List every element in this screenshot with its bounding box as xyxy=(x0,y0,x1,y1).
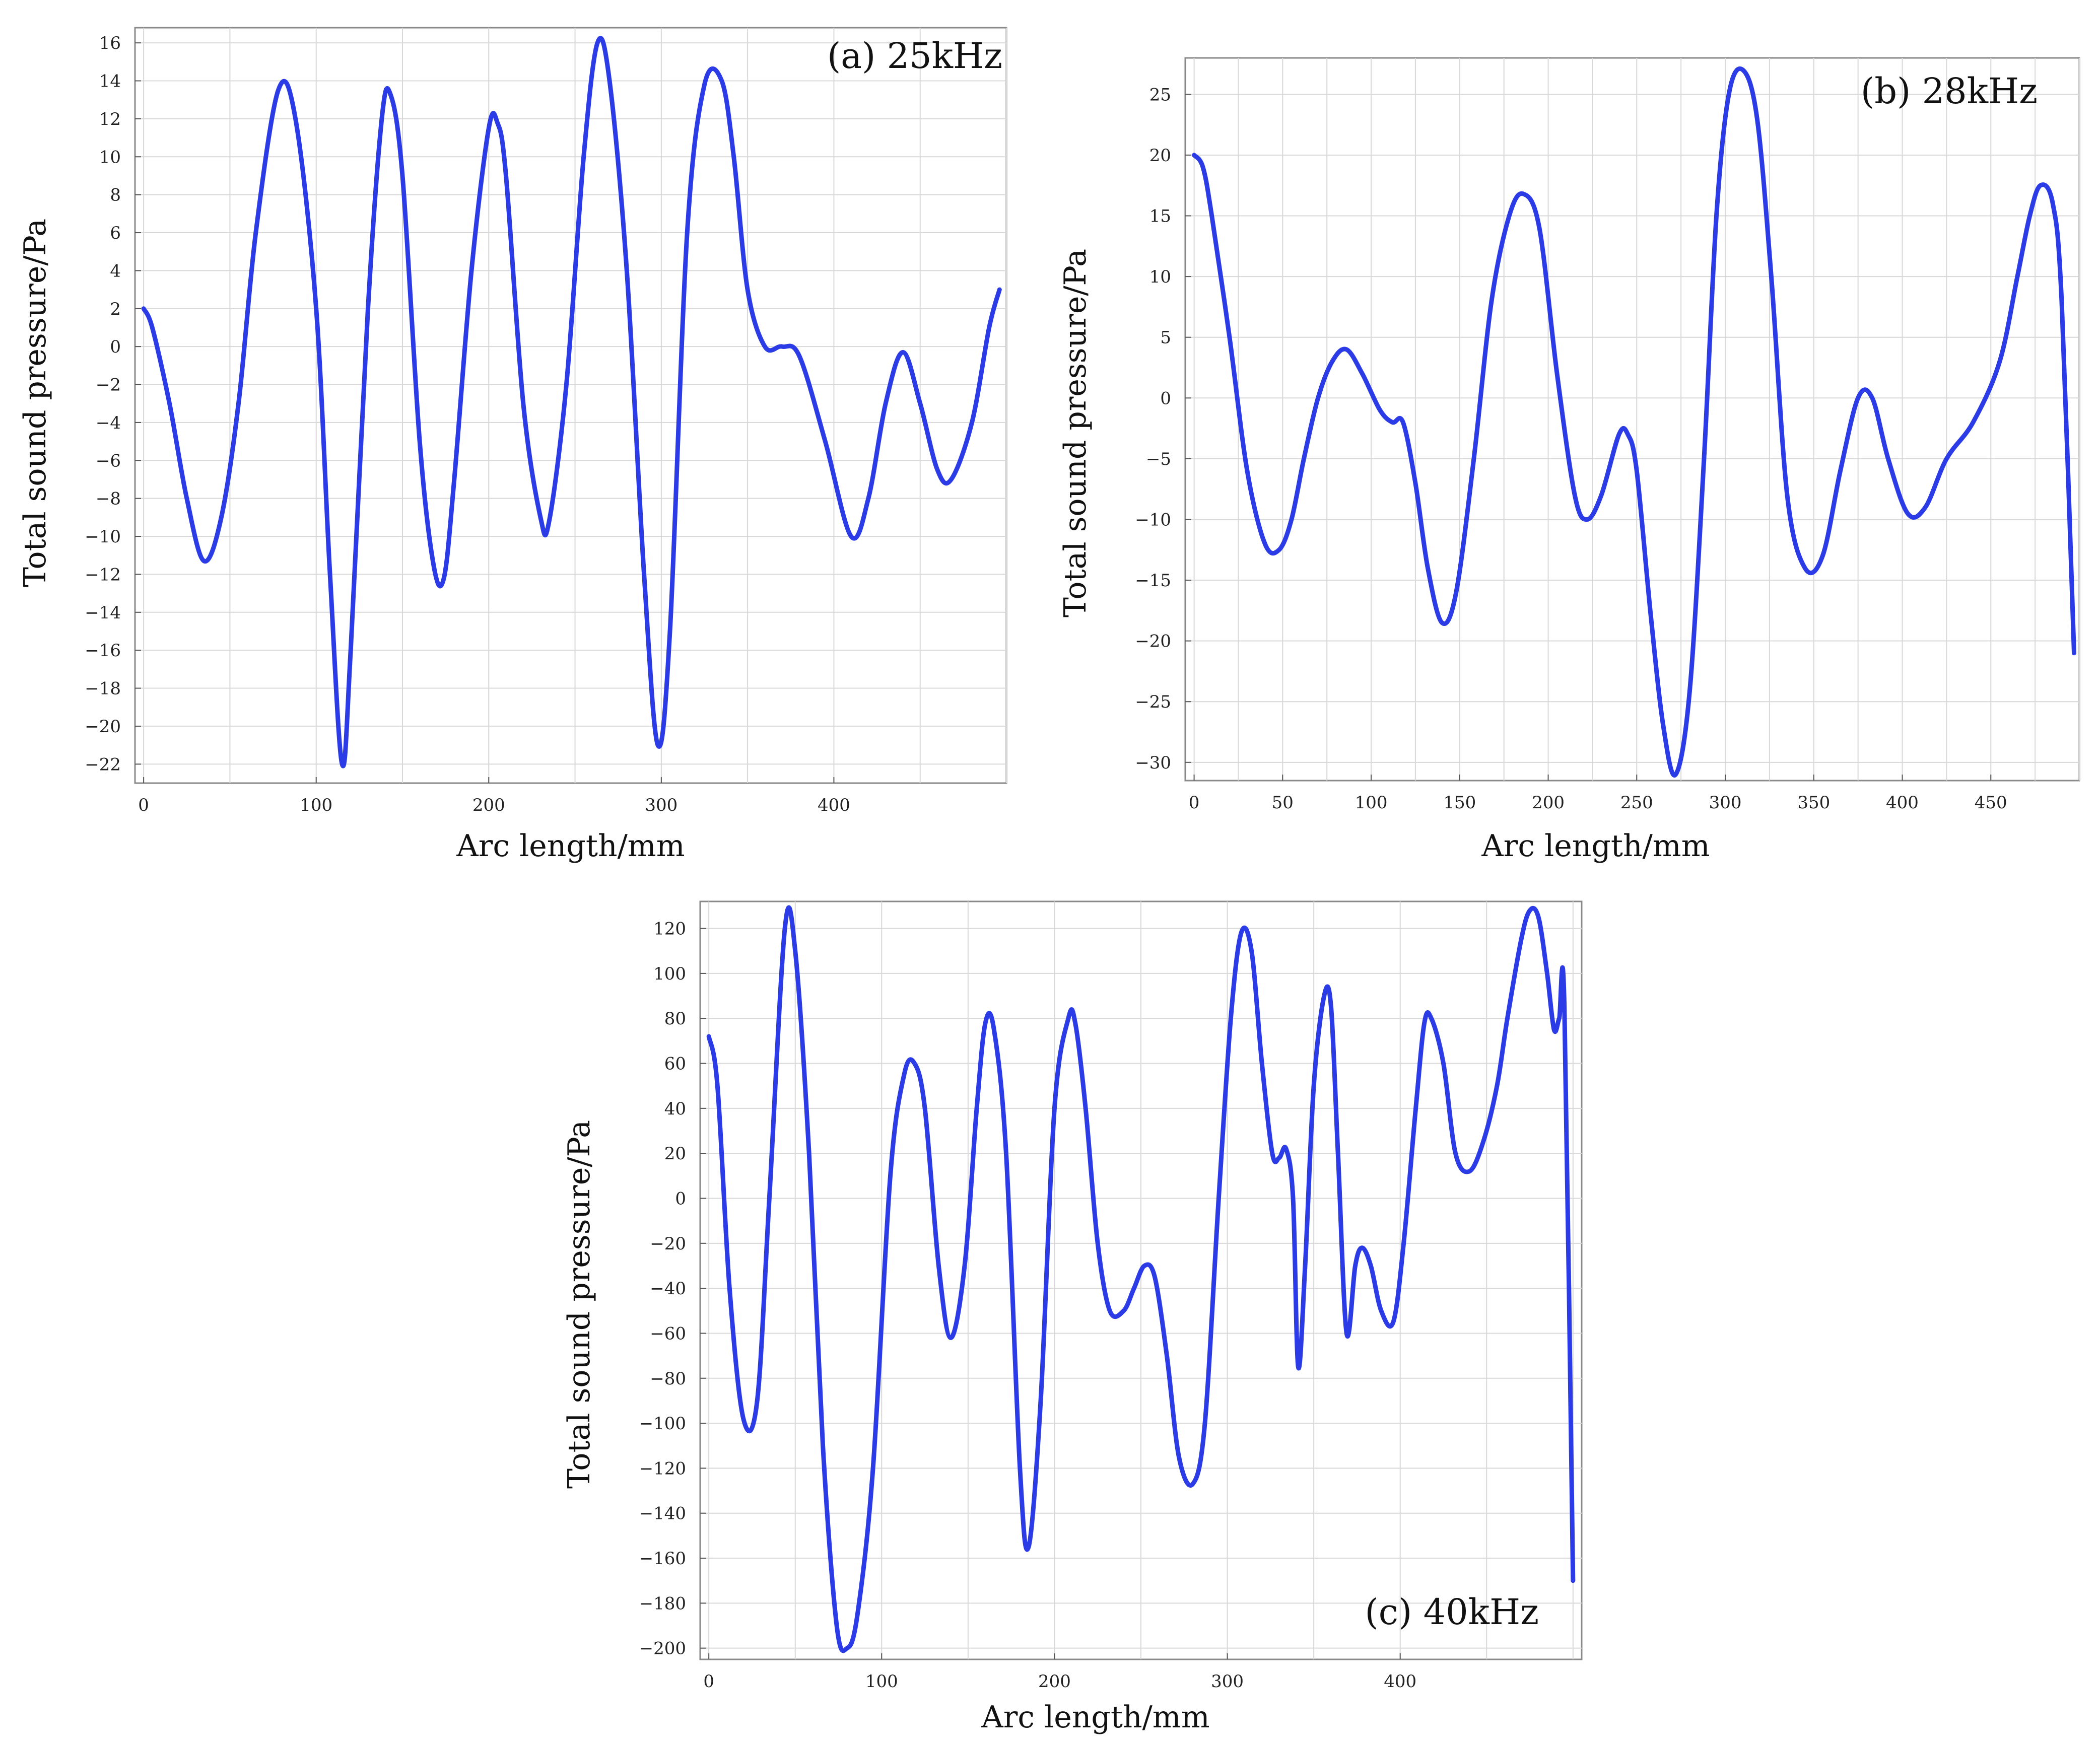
y-tick-label: −20 xyxy=(1135,632,1171,652)
series-line xyxy=(1192,66,2076,778)
y-tick-label: 10 xyxy=(99,147,121,167)
y-axis-label: Total sound pressure/Pa xyxy=(1058,249,1093,617)
x-ticks: 0 100 200 300 400 xyxy=(703,1653,1416,1692)
x-ticks: 0 100 200 300 400 xyxy=(138,777,850,815)
x-axis-label: Arc length/mm xyxy=(1481,828,1710,864)
x-tick-label: 300 xyxy=(1211,1671,1244,1692)
y-tick-label: −25 xyxy=(1135,692,1171,712)
y-tick-label: 10 xyxy=(1149,267,1171,287)
y-tick-label: −18 xyxy=(85,679,121,699)
y-tick-label: 100 xyxy=(653,964,686,984)
grid xyxy=(1185,58,2080,781)
plot-area xyxy=(134,27,1007,784)
x-axis-label: Arc length/mm xyxy=(981,1700,1209,1735)
y-tick-label: 8 xyxy=(110,185,121,205)
y-tick-label: −5 xyxy=(1146,449,1171,469)
x-tick-label: 400 xyxy=(1384,1671,1416,1692)
y-axis-label: Total sound pressure/Pa xyxy=(562,1120,597,1489)
y-tick-label: 0 xyxy=(1160,388,1171,408)
x-tick-label: 300 xyxy=(645,795,678,815)
y-tick-label: −60 xyxy=(650,1323,686,1344)
x-tick-label: 100 xyxy=(1355,793,1388,813)
x-tick-label: 100 xyxy=(300,795,332,815)
x-tick-label: 400 xyxy=(1886,793,1919,813)
y-tick-label: −40 xyxy=(650,1279,686,1299)
x-tick-label: 0 xyxy=(1189,793,1200,813)
y-tick-label: −80 xyxy=(650,1369,686,1389)
x-tick-label: 350 xyxy=(1797,793,1830,813)
x-tick-label: 200 xyxy=(1038,1671,1071,1692)
y-tick-label: 15 xyxy=(1149,206,1171,227)
x-tick-label: 200 xyxy=(1532,793,1565,813)
series-line xyxy=(141,36,1002,769)
y-tick-label: 60 xyxy=(664,1054,686,1074)
y-tick-label: 12 xyxy=(99,109,121,129)
x-tick-label: 150 xyxy=(1443,793,1476,813)
x-tick-label: 400 xyxy=(818,795,850,815)
y-tick-label: 6 xyxy=(110,223,121,243)
y-tick-label: 20 xyxy=(664,1144,686,1164)
y-tick-label: −14 xyxy=(85,603,121,623)
y-tick-label: 80 xyxy=(664,1009,686,1029)
y-tick-label: −20 xyxy=(85,717,121,737)
panel-label: (a) 25kHz xyxy=(827,35,1002,77)
y-tick-label: −20 xyxy=(650,1234,686,1254)
y-axis-label: Total sound pressure/Pa xyxy=(18,219,53,587)
y-tick-label: −6 xyxy=(96,451,121,471)
panel-label: (b) 28kHz xyxy=(1861,71,2038,112)
y-tick-label: −12 xyxy=(85,565,121,585)
x-tick-label: 0 xyxy=(703,1671,714,1692)
y-tick-label: −140 xyxy=(639,1504,686,1524)
x-tick-label: 450 xyxy=(1975,793,2007,813)
y-tick-label: 40 xyxy=(664,1099,686,1119)
y-tick-label: 25 xyxy=(1149,85,1171,105)
y-tick-label: −200 xyxy=(639,1639,686,1659)
x-ticks: 0 50 100 150 200 250 300 350 400 450 xyxy=(1189,775,2007,813)
x-tick-label: 250 xyxy=(1620,793,1653,813)
x-axis-label: Arc length/mm xyxy=(456,828,685,864)
y-tick-label: −30 xyxy=(1135,753,1171,773)
x-tick-label: 50 xyxy=(1272,793,1294,813)
panel-label: (c) 40kHz xyxy=(1365,1591,1539,1633)
y-tick-label: 4 xyxy=(110,261,121,281)
x-tick-label: 300 xyxy=(1709,793,1742,813)
y-ticks: 16 14 12 10 8 6 4 2 0 −2 −4 −6 −8 −10 −12 −14 −16 −18 −20 −… xyxy=(85,33,141,775)
y-tick-label: 0 xyxy=(110,337,121,357)
y-tick-label: −180 xyxy=(639,1593,686,1614)
y-tick-label: −4 xyxy=(96,413,121,433)
y-ticks: 120 100 80 60 40 20 0 −20 −40 −60 −80 −100 −120 −140 −… xyxy=(639,919,706,1659)
y-tick-label: −120 xyxy=(639,1458,686,1479)
grid xyxy=(700,901,1582,1659)
y-tick-label: 14 xyxy=(99,72,121,92)
y-tick-label: −160 xyxy=(639,1549,686,1569)
chart-panel-c: 120100806040200−20−40−60−80−100−120−140−… xyxy=(562,900,1583,1735)
y-tick-label: 16 xyxy=(99,33,121,53)
plot-area xyxy=(1184,57,2080,782)
y-tick-label: −10 xyxy=(85,527,121,547)
y-tick-label: 20 xyxy=(1149,146,1171,166)
grid xyxy=(135,28,1007,783)
y-ticks: 25 20 15 10 5 0 −5 −10 −15 −20 −25 −30 xyxy=(1135,85,1191,773)
y-tick-label: 120 xyxy=(653,919,686,939)
y-tick-label: 0 xyxy=(675,1189,686,1209)
y-tick-label: −100 xyxy=(639,1414,686,1434)
x-tick-label: 100 xyxy=(865,1671,898,1692)
y-tick-label: −2 xyxy=(96,375,121,395)
y-tick-label: −8 xyxy=(96,489,121,509)
y-tick-label: 2 xyxy=(110,299,121,319)
series-line xyxy=(706,905,1576,1653)
y-tick-label: −16 xyxy=(85,641,121,661)
x-tick-label: 0 xyxy=(138,795,149,815)
y-tick-label: −10 xyxy=(1135,510,1171,530)
y-tick-label: −22 xyxy=(85,754,121,775)
y-tick-label: 5 xyxy=(1160,328,1171,348)
x-tick-label: 200 xyxy=(472,795,505,815)
chart-panel-a: 16 14 12 10 8 6 4 2 0 −2 −4 −6 −8 −10 −12 −14 −16 −18 −20 −… xyxy=(18,27,1007,864)
y-tick-label: −15 xyxy=(1135,571,1171,591)
